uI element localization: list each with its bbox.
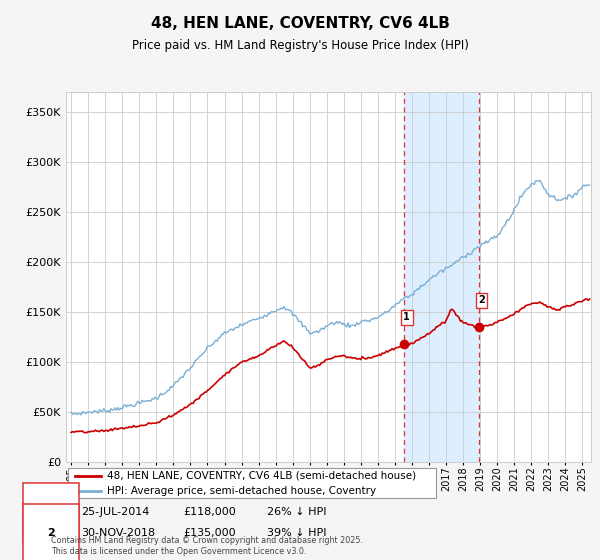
Text: Price paid vs. HM Land Registry's House Price Index (HPI): Price paid vs. HM Land Registry's House … (131, 39, 469, 52)
Text: 2: 2 (47, 528, 55, 538)
Text: £135,000: £135,000 (183, 528, 236, 538)
Text: 48, HEN LANE, COVENTRY, CV6 4LB: 48, HEN LANE, COVENTRY, CV6 4LB (151, 16, 449, 31)
FancyBboxPatch shape (68, 468, 436, 498)
Text: HPI: Average price, semi-detached house, Coventry: HPI: Average price, semi-detached house,… (107, 487, 376, 496)
Text: 1: 1 (47, 507, 55, 517)
Text: 1: 1 (403, 312, 410, 322)
Text: 26% ↓ HPI: 26% ↓ HPI (267, 507, 326, 517)
Text: 25-JUL-2014: 25-JUL-2014 (81, 507, 149, 517)
Text: 2: 2 (478, 295, 485, 305)
Text: 30-NOV-2018: 30-NOV-2018 (81, 528, 155, 538)
Text: £118,000: £118,000 (183, 507, 236, 517)
Text: Contains HM Land Registry data © Crown copyright and database right 2025.
This d: Contains HM Land Registry data © Crown c… (51, 536, 363, 556)
Text: 48, HEN LANE, COVENTRY, CV6 4LB (semi-detached house): 48, HEN LANE, COVENTRY, CV6 4LB (semi-de… (107, 471, 416, 481)
Bar (404, 92, 479, 462)
Text: 39% ↓ HPI: 39% ↓ HPI (267, 528, 326, 538)
